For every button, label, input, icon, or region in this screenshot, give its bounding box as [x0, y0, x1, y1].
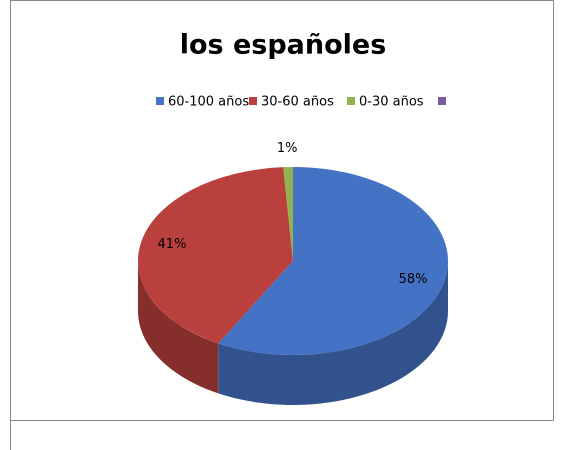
chart-title: los españoles: [180, 30, 387, 61]
slice: [138, 167, 293, 344]
legend-label: 30-60 años: [261, 95, 334, 110]
data-label: 58%: [399, 272, 428, 287]
data-label: 41%: [158, 237, 187, 252]
slice: [283, 167, 293, 261]
legend-swatch: [438, 97, 446, 105]
legend-swatch: [249, 97, 257, 105]
legend-swatch: [347, 97, 355, 105]
legend-label: 0-30 años: [359, 95, 424, 110]
legend-swatch: [156, 97, 164, 105]
legend-label: 60-100 años: [168, 95, 249, 110]
slice: [218, 167, 449, 356]
slice-side: [138, 261, 219, 394]
data-label: 1%: [277, 141, 298, 156]
slice-side: [218, 261, 448, 405]
